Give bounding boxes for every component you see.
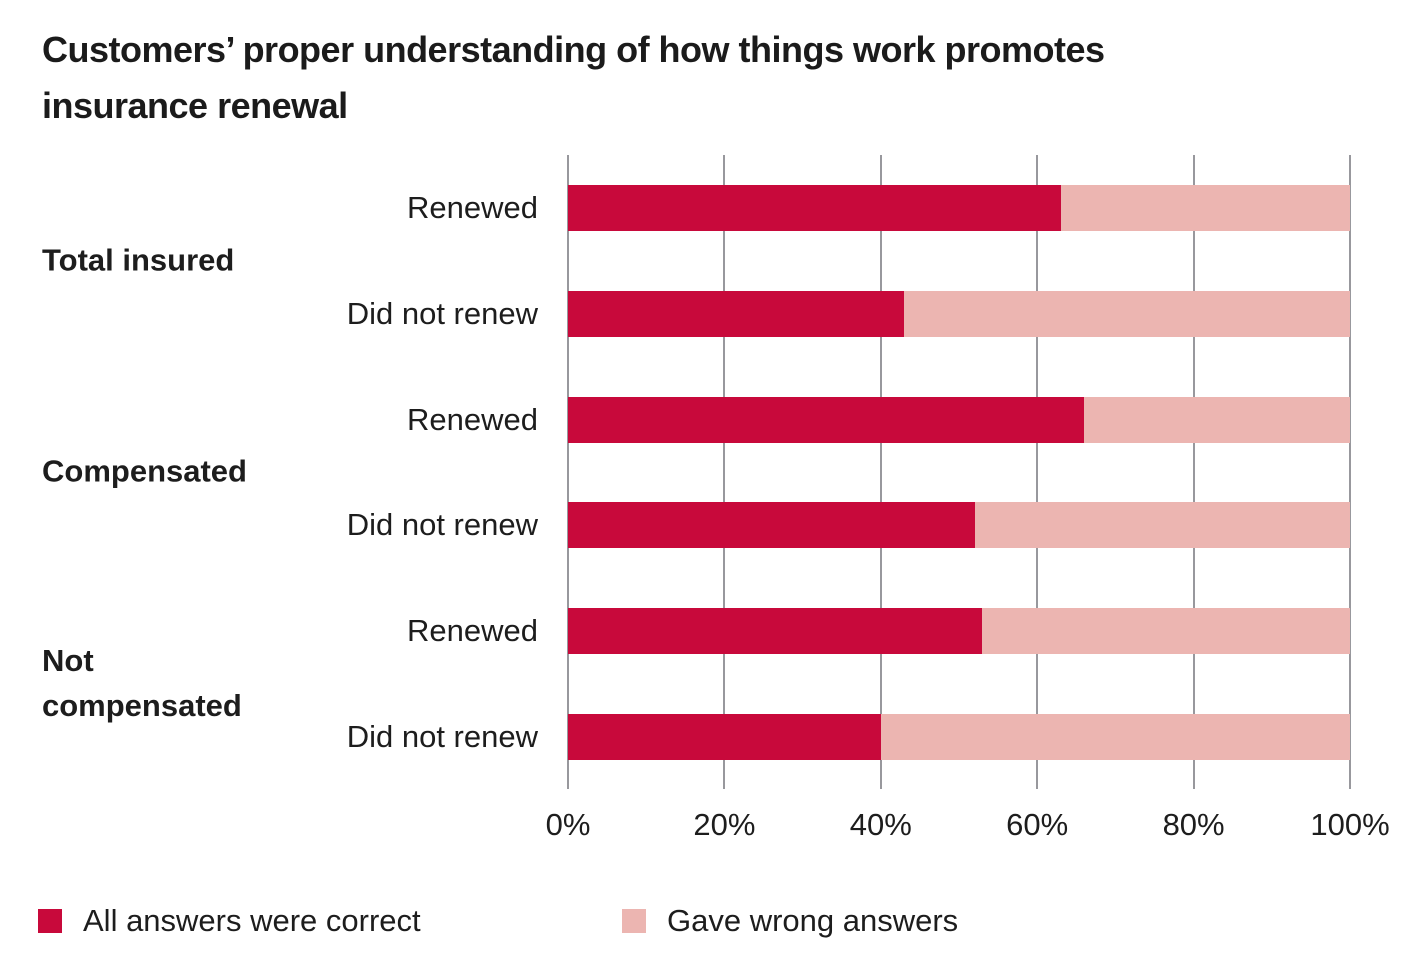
x-axis-tick-label: 100%	[1310, 807, 1390, 843]
bar-track	[568, 290, 1350, 337]
row-label: Renewed	[407, 190, 538, 226]
x-axis-tick-label: 60%	[1006, 807, 1069, 843]
gridline	[879, 155, 882, 790]
bar-row: Renewed	[42, 367, 1350, 473]
gridline	[1349, 155, 1351, 790]
bar-group: Not compensated Renewed Did not renew	[42, 578, 1350, 789]
row-label: Did not renew	[346, 295, 538, 331]
bar-track	[568, 502, 1350, 549]
bar-row: Did not renew	[42, 472, 1350, 578]
bar-segment-wrong	[982, 607, 1350, 654]
bar-group: Total insured Renewed Did not renew	[42, 155, 1350, 366]
bar-segment-correct	[568, 290, 905, 337]
bar-track	[568, 396, 1350, 443]
group-label: Total insured	[42, 242, 235, 278]
x-axis-tick-label: 40%	[849, 807, 912, 843]
group-label: Compensated	[42, 453, 247, 489]
legend: All answers were correct Gave wrong answ…	[38, 901, 1350, 941]
chart-title: Customers’ proper understanding of how t…	[42, 29, 1105, 127]
bar-segment-wrong	[904, 290, 1350, 337]
bar-row: Did not renew	[42, 261, 1350, 367]
bar-track	[568, 607, 1350, 654]
bar-segment-wrong	[880, 713, 1350, 760]
legend-item-wrong: Gave wrong answers	[622, 901, 958, 941]
gridline	[723, 155, 726, 790]
bar-track	[568, 185, 1350, 232]
bar-track	[568, 713, 1350, 760]
gridline	[1036, 155, 1039, 790]
gridline	[567, 155, 569, 790]
bar-row: Renewed	[42, 155, 1350, 261]
x-axis-tick-label: 20%	[693, 807, 756, 843]
legend-item-correct: All answers were correct	[38, 901, 421, 941]
stacked-bar-chart: Total insured Renewed Did not renew Compens…	[38, 155, 1390, 941]
x-axis: 0% 20% 40% 60% 80% 100%	[546, 789, 1390, 849]
bar-segment-correct	[568, 502, 975, 549]
bar-row: Did not renew	[42, 684, 1350, 790]
row-label: Did not renew	[346, 718, 538, 754]
bar-segment-correct	[568, 396, 1085, 443]
bar-group: Compensated Renewed Did not renew	[42, 367, 1350, 578]
row-label: Renewed	[407, 401, 538, 437]
bar-segment-correct	[568, 713, 881, 760]
legend-swatch-correct-icon	[38, 909, 62, 934]
bar-segment-wrong	[1060, 185, 1350, 232]
bar-segment-wrong	[1084, 396, 1350, 443]
gridlines	[567, 155, 1351, 790]
row-label: Did not renew	[346, 507, 538, 543]
gridline	[1192, 155, 1195, 790]
group-label: Not compensated	[42, 642, 242, 723]
plot-area: Total insured Renewed Did not renew Compens…	[42, 155, 1351, 790]
bar-segment-correct	[568, 185, 1061, 232]
row-label: Renewed	[407, 612, 538, 648]
x-axis-tick-label: 0%	[545, 807, 591, 843]
legend-swatch-wrong-icon	[622, 909, 646, 934]
bar-row: Renewed	[42, 578, 1350, 684]
bar-segment-correct	[568, 607, 983, 654]
legend-label-correct: All answers were correct	[83, 903, 421, 939]
legend-label-wrong: Gave wrong answers	[667, 903, 959, 939]
x-axis-tick-label: 80%	[1162, 807, 1225, 843]
bar-segment-wrong	[974, 502, 1350, 549]
